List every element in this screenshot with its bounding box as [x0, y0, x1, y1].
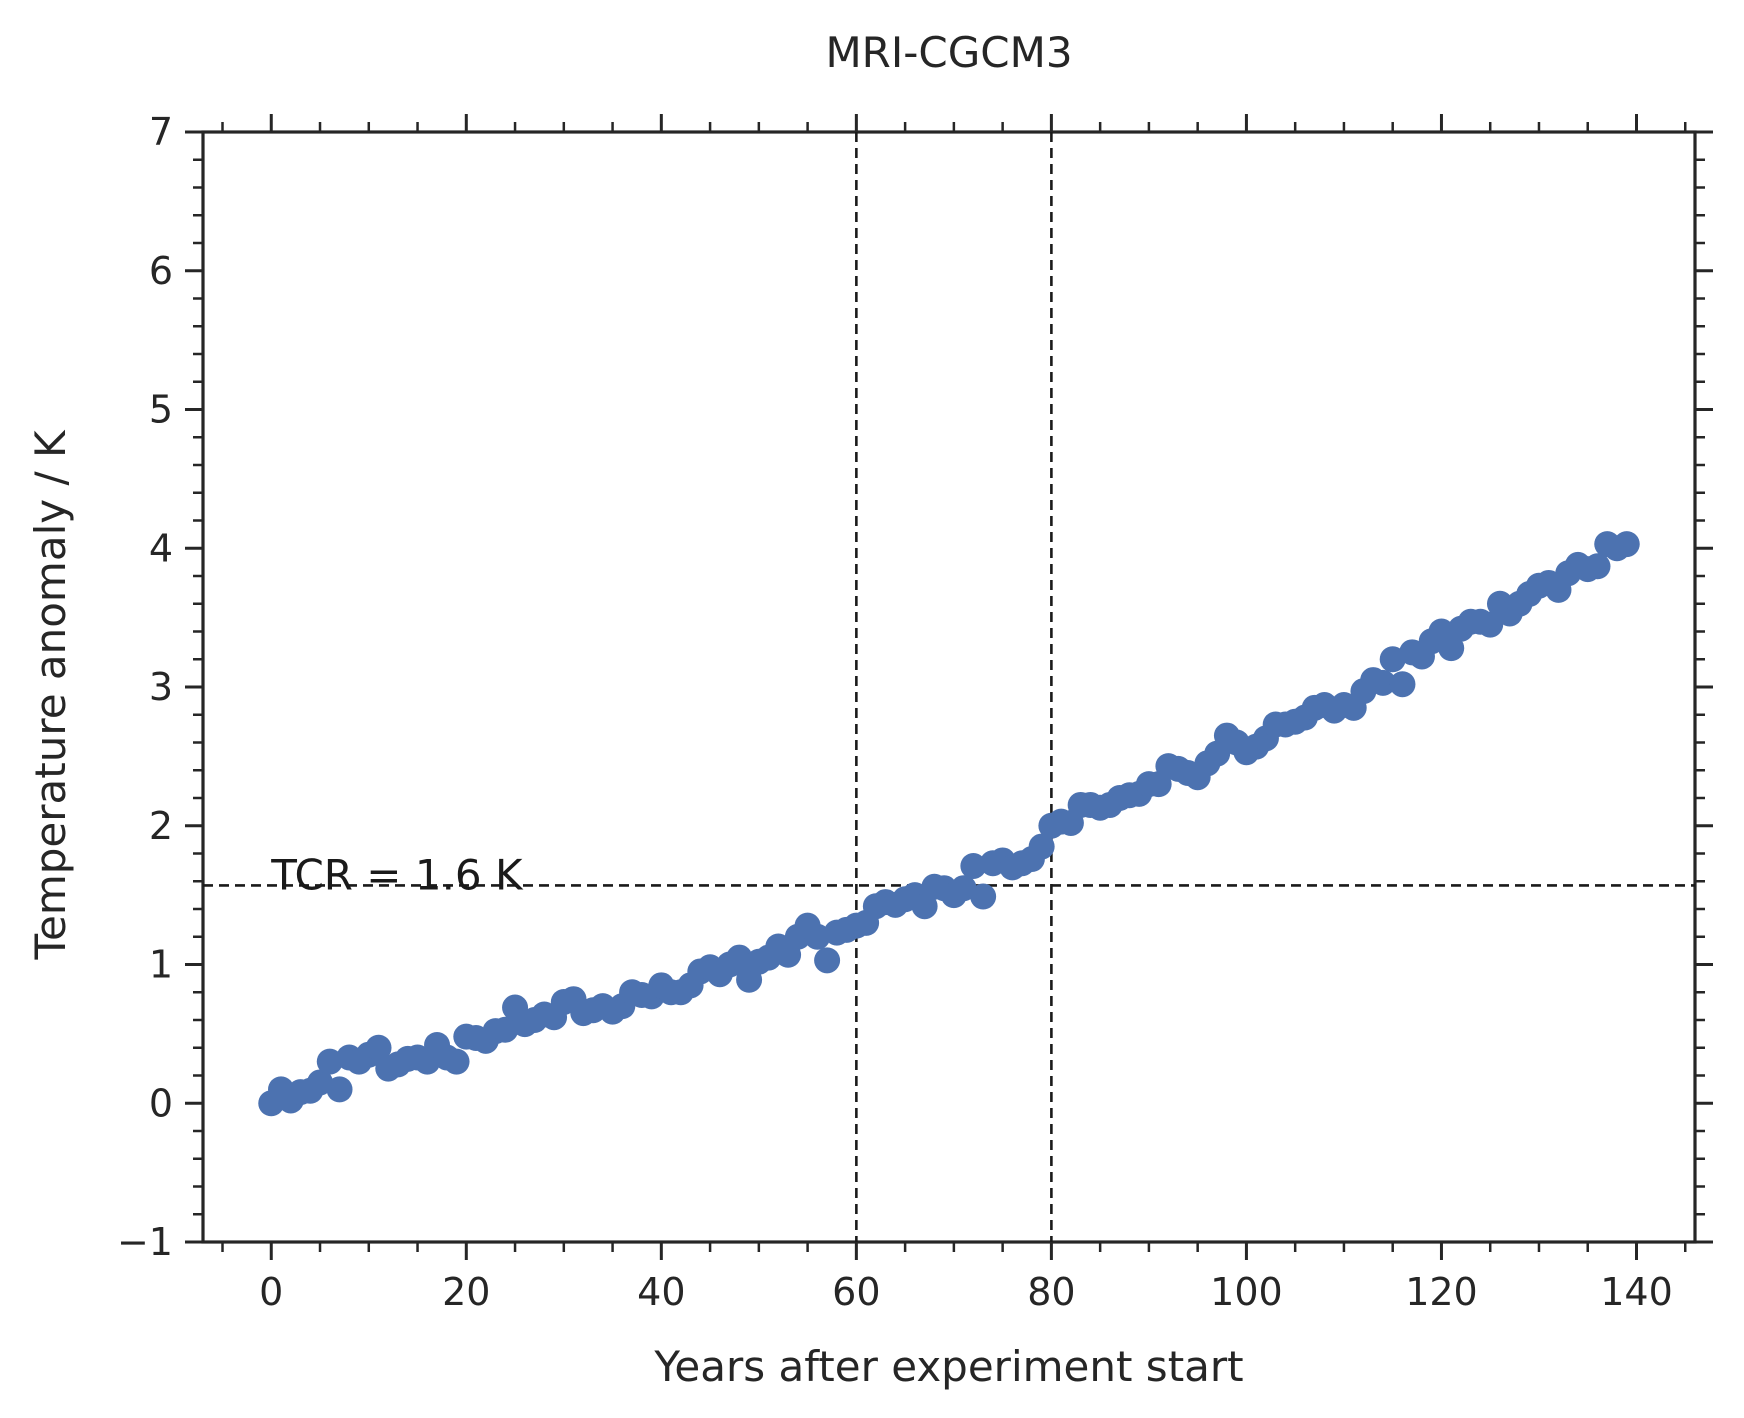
- data-point: [365, 1034, 392, 1061]
- data-point: [1477, 611, 1504, 638]
- x-tick-label: 80: [1027, 1270, 1075, 1314]
- x-tick-label: 120: [1405, 1270, 1478, 1314]
- y-tick-label: 1: [149, 943, 173, 987]
- tcr-annotation: TCR = 1.6 K: [270, 850, 524, 899]
- data-point: [1438, 635, 1465, 662]
- x-tick-label: 140: [1600, 1270, 1673, 1314]
- data-point: [307, 1069, 334, 1096]
- y-tick-label: 0: [149, 1081, 173, 1125]
- data-point: [316, 1048, 343, 1075]
- y-tick-label: 3: [149, 665, 173, 709]
- y-tick-label: −1: [117, 1220, 173, 1264]
- data-point: [443, 1048, 470, 1075]
- data-point: [1369, 669, 1396, 696]
- data-point: [1613, 531, 1640, 558]
- data-point: [326, 1076, 353, 1103]
- data-points: [258, 531, 1640, 1117]
- x-tick-label: 60: [832, 1270, 880, 1314]
- data-point: [950, 875, 977, 902]
- plot-frame: [201, 130, 1697, 1244]
- data-point: [911, 893, 938, 920]
- plot-area: [201, 130, 1697, 1244]
- y-tick-label: 5: [149, 388, 173, 432]
- y-tick-label: 2: [149, 804, 173, 848]
- x-tick-label: 100: [1210, 1270, 1283, 1314]
- data-point: [1379, 646, 1406, 673]
- reference-lines: [203, 132, 1695, 1242]
- tick-labels: 0 20 40 60 80 100 120 140 −1 0 1 2 3 4 5 6 7: [117, 110, 1673, 1314]
- data-point: [804, 923, 831, 950]
- x-tick-label: 40: [637, 1270, 685, 1314]
- y-tick-label: 6: [149, 249, 173, 293]
- y-tick-label: 7: [149, 110, 173, 154]
- data-point: [960, 852, 987, 879]
- data-point: [1028, 833, 1055, 860]
- y-axis-label: Temperature anomaly / K: [26, 429, 75, 960]
- x-tick-label: 0: [259, 1270, 283, 1314]
- data-point: [814, 947, 841, 974]
- axis-ticks: [185, 114, 1713, 1260]
- data-point: [492, 1016, 519, 1043]
- x-axis-label: Years after experiment start: [653, 1342, 1243, 1391]
- x-tick-label: 20: [442, 1270, 490, 1314]
- data-point: [1584, 553, 1611, 580]
- data-point: [726, 944, 753, 971]
- chart-title: MRI-CGCM3: [825, 28, 1072, 77]
- y-tick-label: 4: [149, 526, 173, 570]
- data-point: [970, 883, 997, 910]
- data-point: [1389, 671, 1416, 698]
